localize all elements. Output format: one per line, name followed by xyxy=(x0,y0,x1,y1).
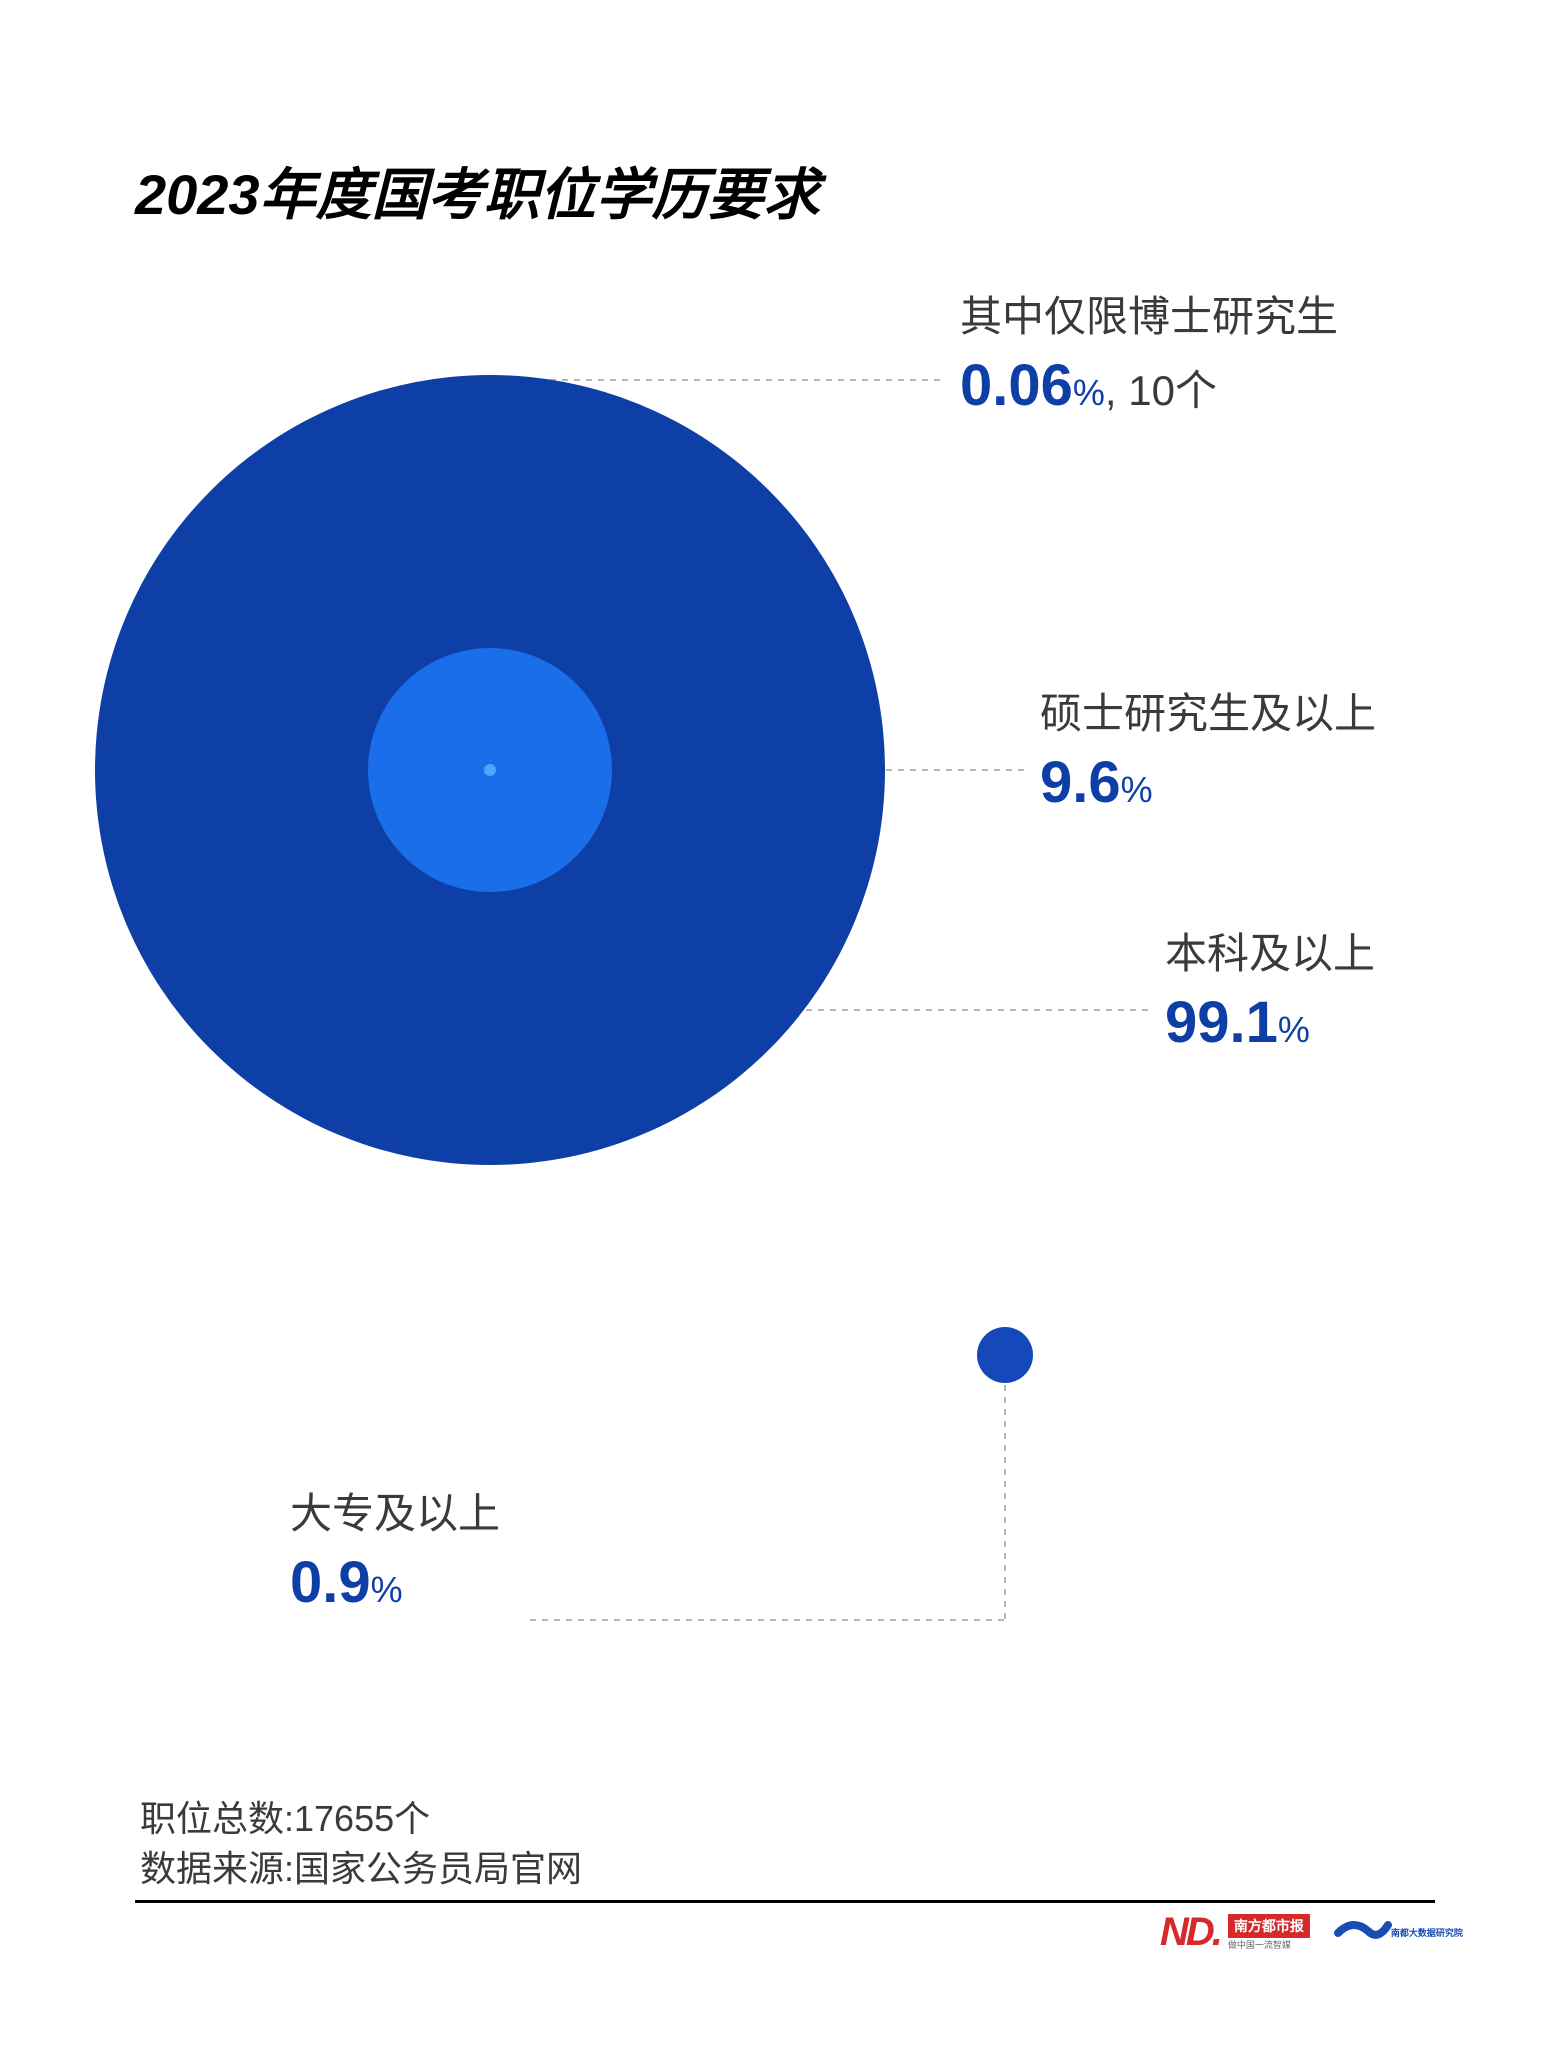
label-master-value: 9.6% xyxy=(1040,749,1376,816)
center-dot xyxy=(484,764,496,776)
label-master-title: 硕士研究生及以上 xyxy=(1040,680,1376,741)
research-inst-label: 南都大数据研究院 xyxy=(1391,1926,1463,1939)
nanfang-sub: 做中国一流智媒 xyxy=(1228,1938,1310,1951)
source-logos: ND. 南方都市报 做中国一流智媒 南都大数据研究院 xyxy=(1160,1910,1463,1955)
footer-line-1: 数据来源:国家公务员局官网 xyxy=(140,1840,582,1892)
small-circle-junior xyxy=(977,1327,1033,1383)
footer-line-0: 职位总数:17655个 xyxy=(140,1790,430,1842)
label-master: 硕士研究生及以上 9.6% xyxy=(1040,680,1376,816)
label-junior-title: 大专及以上 xyxy=(290,1480,500,1541)
label-junior: 大专及以上 0.9% xyxy=(290,1480,500,1616)
footer-rule xyxy=(135,1900,1435,1903)
label-junior-value: 0.9% xyxy=(290,1549,500,1616)
nd-logo: ND. xyxy=(1160,1910,1220,1955)
label-doctor: 其中仅限博士研究生 0.06%, 10个 xyxy=(960,283,1338,419)
nanfang-logo: 南方都市报 xyxy=(1228,1914,1310,1938)
label-doctor-extra: , 10个 xyxy=(1105,367,1217,414)
label-doctor-value: 0.06%, 10个 xyxy=(960,352,1338,419)
label-bachelor: 本科及以上 99.1% xyxy=(1165,920,1375,1056)
label-doctor-title: 其中仅限博士研究生 xyxy=(960,283,1338,344)
label-bachelor-title: 本科及以上 xyxy=(1165,920,1375,981)
label-bachelor-value: 99.1% xyxy=(1165,989,1375,1056)
swirl-icon xyxy=(1333,1913,1393,1953)
